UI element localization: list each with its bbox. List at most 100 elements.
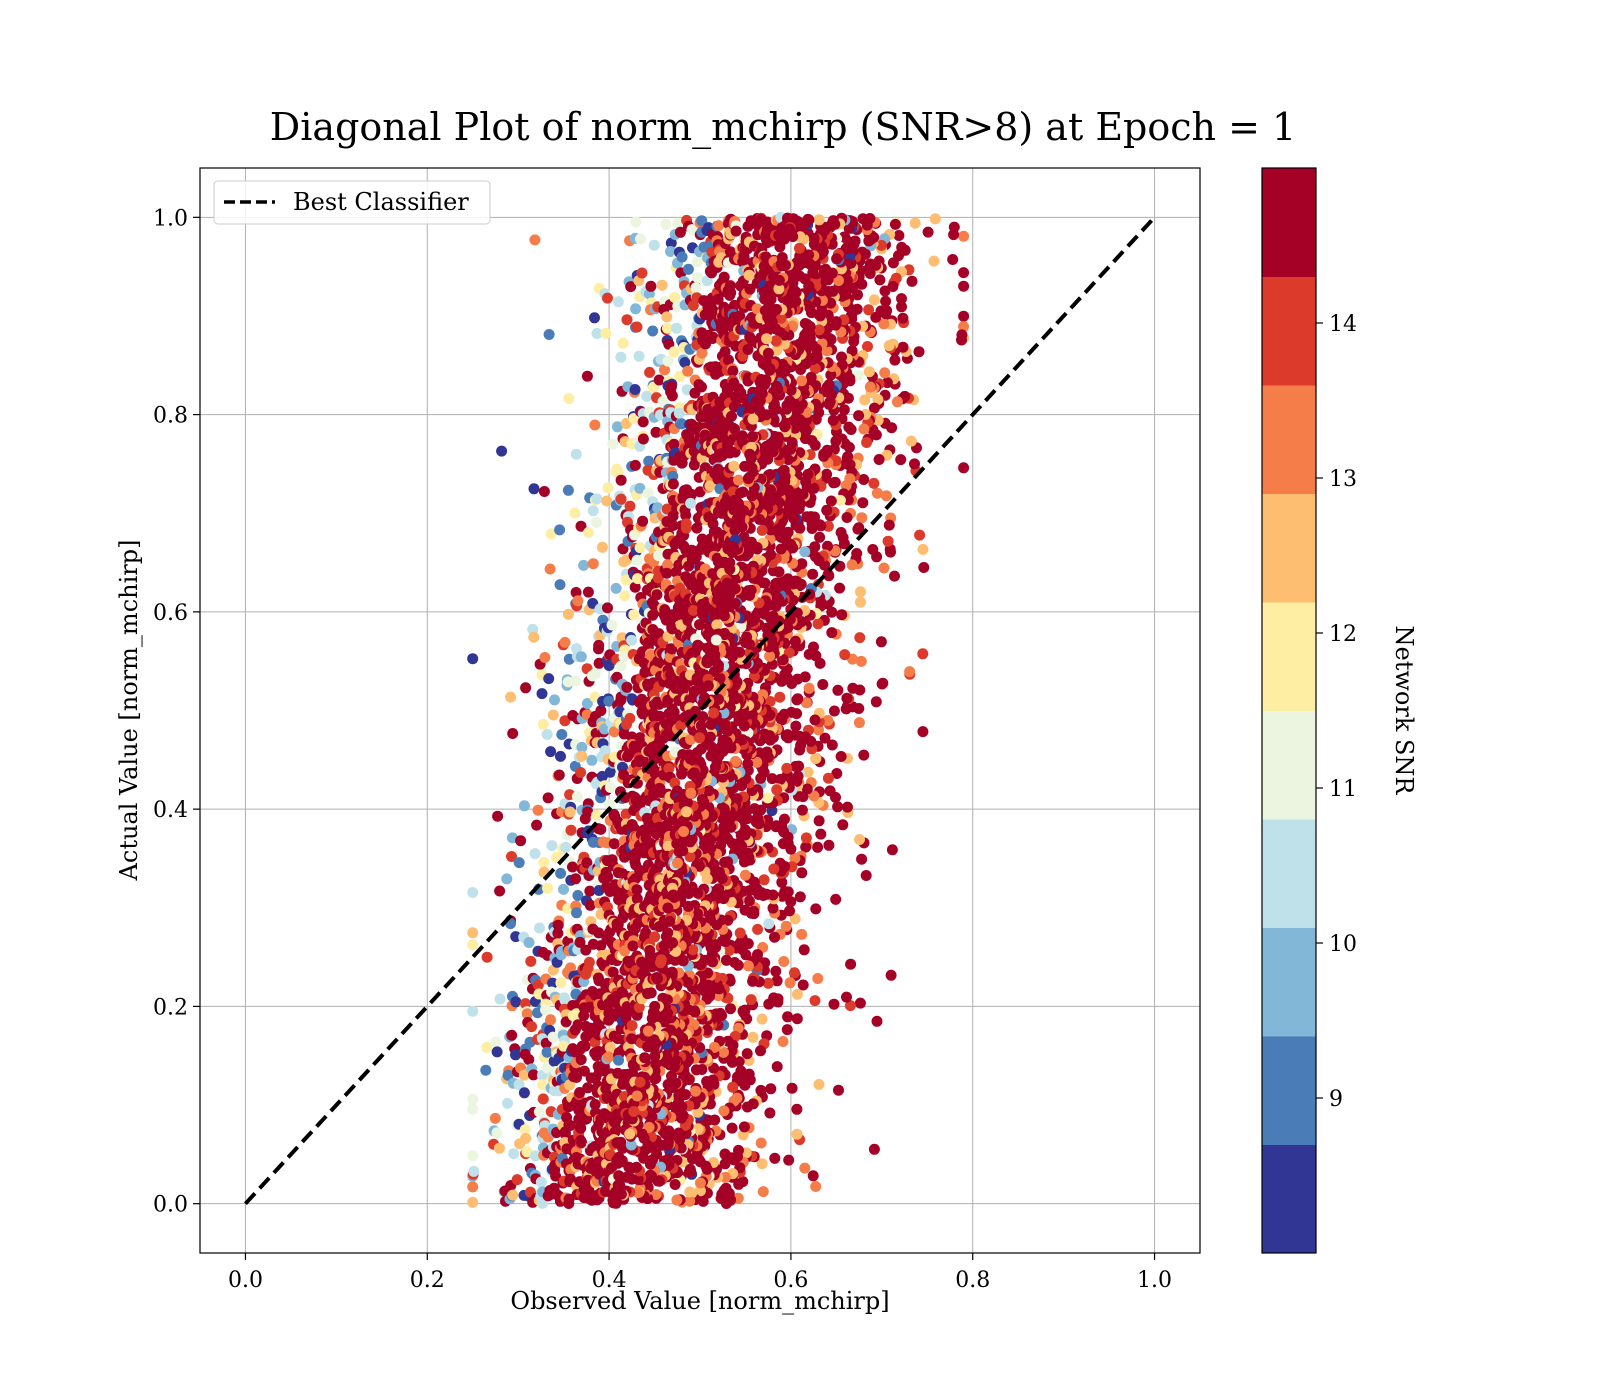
scatter-point	[615, 660, 627, 672]
scatter-point	[739, 904, 751, 916]
scatter-point	[796, 928, 808, 940]
scatter-point	[604, 781, 616, 793]
scatter-point	[854, 834, 865, 845]
scatter-point	[543, 329, 555, 340]
scatter-point	[620, 574, 632, 586]
scatter-point	[513, 857, 525, 869]
scatter-point	[875, 239, 887, 251]
scatter-point	[552, 919, 564, 931]
scatter-point	[468, 1165, 480, 1177]
scatter-point	[723, 945, 735, 956]
scatter-point	[591, 328, 603, 339]
scatter-point	[589, 419, 601, 431]
scatter-point	[579, 1040, 591, 1052]
scatter-point	[584, 899, 596, 911]
scatter-point	[615, 493, 627, 505]
scatter-point	[842, 801, 853, 813]
scatter-point	[805, 371, 817, 383]
scatter-point	[467, 1196, 479, 1208]
scatter-point	[895, 454, 907, 466]
scatter-point	[558, 1040, 570, 1052]
scatter-point	[587, 558, 599, 570]
scatter-point	[770, 821, 782, 833]
scatter-point	[737, 1005, 749, 1017]
scatter-point	[799, 546, 811, 558]
scatter-point	[810, 903, 822, 915]
scatter-point	[699, 430, 711, 442]
scatter-point	[551, 851, 562, 863]
scatter-point	[625, 281, 637, 293]
scatter-point	[819, 732, 831, 744]
scatter-point	[645, 987, 657, 999]
scatter-point	[624, 712, 636, 724]
scatter-point	[602, 292, 613, 304]
scatter-point	[739, 637, 751, 649]
scatter-point	[871, 1015, 883, 1027]
scatter-point	[725, 287, 737, 299]
scatter-point	[690, 1064, 702, 1076]
scatter-point	[467, 653, 479, 665]
scatter-point	[494, 885, 506, 897]
scatter-point	[591, 809, 603, 821]
scatter-point	[837, 819, 849, 831]
scatter-point	[665, 237, 677, 249]
scatter-point	[790, 720, 802, 732]
scatter-point	[784, 977, 796, 989]
scatter-point	[852, 369, 864, 381]
scatter-point	[603, 695, 615, 707]
scatter-point	[666, 643, 678, 655]
scatter-point	[501, 873, 513, 885]
scatter-point	[549, 694, 560, 706]
scatter-point	[536, 1197, 548, 1209]
scatter-point	[532, 979, 544, 991]
scatter-point	[875, 636, 887, 648]
scatter-point	[572, 595, 584, 607]
scatter-point	[833, 1084, 844, 1096]
scatter-point	[878, 562, 890, 574]
scatter-point	[774, 712, 786, 724]
scatter-point	[618, 769, 630, 781]
scatter-point	[741, 1101, 753, 1113]
scatter-point	[844, 1000, 856, 1012]
scatter-point	[685, 497, 697, 509]
scatter-point	[595, 705, 607, 717]
scatter-point	[956, 329, 968, 341]
scatter-point	[880, 295, 892, 307]
scatter-point	[528, 483, 540, 495]
scatter-point	[540, 1004, 551, 1016]
scatter-point	[846, 345, 858, 357]
scatter-point	[671, 1194, 683, 1206]
scatter-point	[889, 354, 901, 366]
scatter-point	[810, 753, 822, 764]
scatter-point	[868, 477, 880, 489]
scatter-point	[791, 988, 803, 1000]
scatter-point	[575, 651, 587, 663]
scatter-point	[647, 381, 659, 393]
scatter-point	[667, 623, 678, 635]
scatter-point	[565, 962, 576, 974]
scatter-point	[836, 351, 847, 363]
scatter-point	[661, 311, 673, 323]
scatter-point	[858, 749, 870, 761]
scatter-point	[523, 1054, 535, 1065]
scatter-point	[948, 221, 960, 233]
scatter-point	[546, 840, 558, 852]
scatter-point	[797, 979, 809, 991]
scatter-point	[789, 913, 801, 925]
scatter-point	[671, 322, 683, 334]
scatter-point	[520, 1133, 532, 1144]
scatter-point	[638, 657, 650, 669]
scatter-point	[696, 215, 708, 227]
scatter-point	[716, 1188, 728, 1200]
scatter-point	[720, 954, 732, 966]
scatter-point	[632, 573, 644, 585]
scatter-point	[958, 280, 970, 292]
scatter-point	[627, 940, 639, 952]
scatter-point	[617, 337, 629, 349]
scatter-point	[814, 531, 826, 543]
scatter-point	[624, 500, 636, 512]
scatter-point	[851, 548, 863, 559]
scatter-point	[491, 1046, 503, 1058]
scatter-point	[541, 1062, 553, 1074]
scatter-point	[807, 1170, 819, 1182]
